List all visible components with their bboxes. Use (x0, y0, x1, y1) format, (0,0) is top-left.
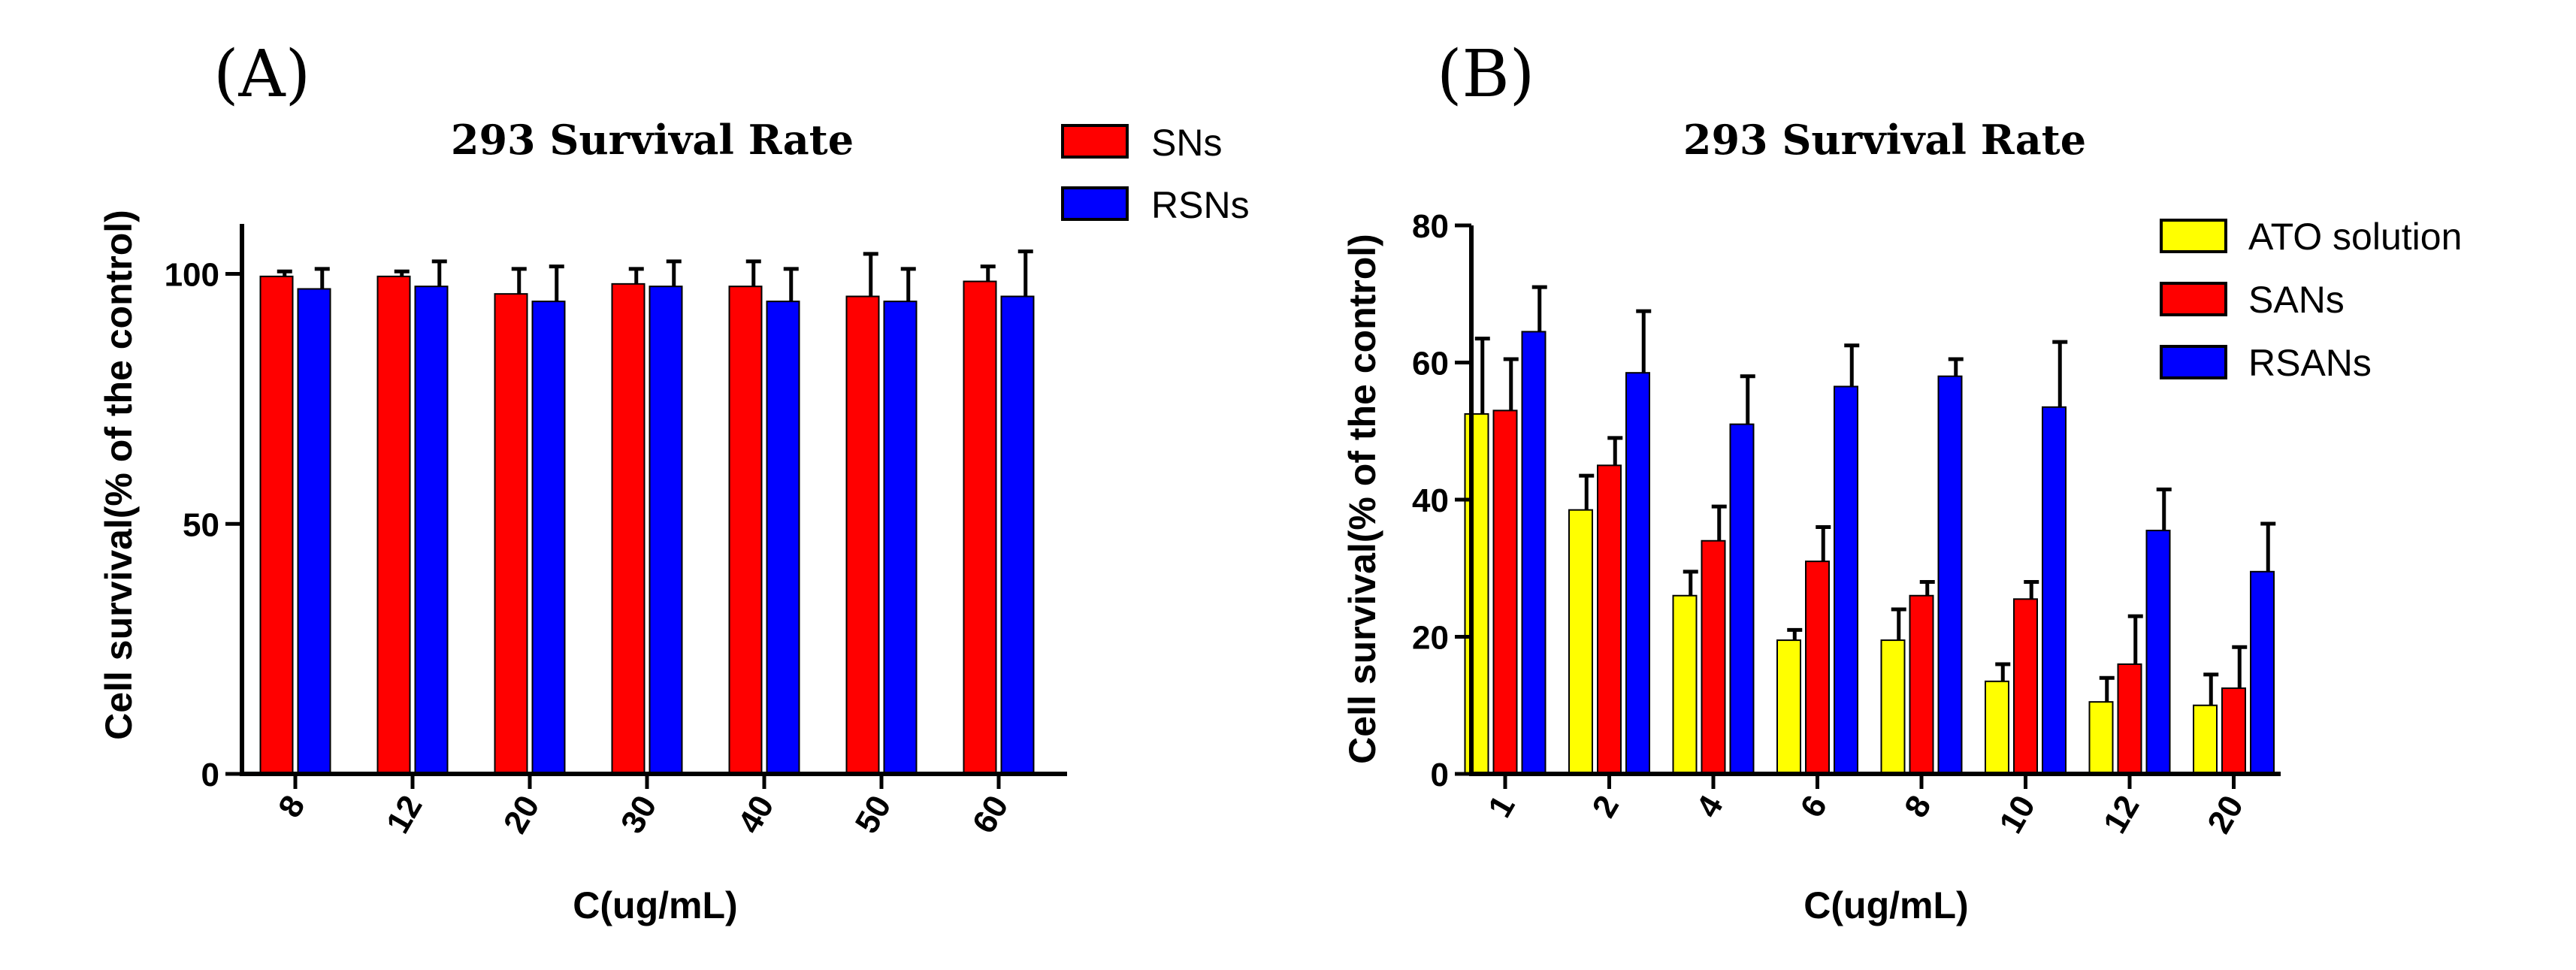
panel-a-label: (A) (213, 37, 310, 112)
bar-a-rsns-12 (414, 286, 449, 775)
bar-b-ato-solution-10 (1985, 680, 2009, 775)
legend-swatch-ato-solution (2160, 219, 2227, 253)
legend-label-rsns: RSNs (1151, 184, 1250, 226)
bar-b-ato-solution-20 (2193, 704, 2218, 775)
legend-swatch-rsns (1061, 186, 1129, 221)
x-tick-label-a-8: 8 (271, 790, 313, 824)
bar-b-sans-8 (1909, 594, 1934, 775)
bar-b-rsans-12 (2145, 530, 2171, 775)
bar-b-rsans-8 (1937, 375, 1963, 775)
bar-a-sns-12 (376, 275, 411, 775)
bar-b-ato-solution-4 (1672, 594, 1698, 775)
x-tick-label-b-12: 12 (2097, 790, 2147, 840)
panel-b-legend: ATO solution SANs RSANs (2160, 216, 2462, 384)
bar-b-rsans-20 (2250, 570, 2275, 775)
bar-a-rsns-20 (531, 301, 566, 775)
bar-b-sans-12 (2117, 663, 2142, 775)
y-tick-label-b-80: 80 (1412, 208, 1449, 245)
x-tick-label-b-6: 6 (1793, 790, 1834, 824)
y-tick-label-b-0: 0 (1431, 757, 1449, 793)
panel-a-x-axis-title: C(ug/mL) (573, 884, 737, 926)
x-tick-label-b-4: 4 (1689, 789, 1731, 823)
panel-b-title: 293 Survival Rate (1683, 116, 2086, 164)
bar-b-rsans-2 (1625, 372, 1650, 775)
panel-b-x-axis-title: C(ug/mL) (1804, 884, 1968, 926)
bar-b-sans-6 (1805, 561, 1830, 775)
bar-b-sans-20 (2221, 687, 2246, 775)
panel-b-chart: (B) 293 Survival Rate Cell survival(% of… (1341, 37, 2462, 926)
bar-a-rsns-40 (766, 301, 800, 775)
legend-swatch-sans (2160, 282, 2227, 316)
panel-a-y-axis-title: Cell survival(% of the control) (98, 210, 140, 740)
bar-a-rsns-60 (1000, 295, 1035, 775)
x-tick-label-b-2: 2 (1585, 790, 1626, 824)
bar-a-rsns-30 (649, 286, 683, 775)
panel-b-label: (B) (1437, 37, 1534, 112)
panel-b-y-axis-title: Cell survival(% of the control) (1341, 234, 1383, 764)
y-tick-label-b-40: 40 (1412, 482, 1449, 519)
x-tick-label-a-12: 12 (379, 790, 430, 840)
x-tick-label-a-60: 60 (966, 790, 1016, 840)
bar-b-ato-solution-2 (1568, 509, 1593, 775)
x-tick-label-a-20: 20 (497, 790, 547, 840)
x-tick-label-b-1: 1 (1481, 790, 1522, 824)
bar-b-rsans-1 (1521, 331, 1547, 775)
y-tick-label-b-60: 60 (1412, 346, 1449, 382)
x-tick-label-b-8: 8 (1897, 790, 1939, 824)
panel-a-legend: SNs RSNs (1061, 122, 1250, 226)
bar-a-rsns-50 (883, 301, 918, 775)
bar-b-ato-solution-1 (1464, 412, 1489, 775)
bar-a-sns-60 (963, 280, 997, 775)
bar-b-rsans-10 (2042, 406, 2067, 775)
bar-a-sns-40 (728, 286, 763, 775)
legend-swatch-rsans (2160, 345, 2227, 379)
bar-b-sans-10 (2013, 598, 2038, 775)
bar-a-sns-20 (494, 293, 528, 775)
panel-a-chart: (A) 293 Survival Rate Cell survival(% of… (98, 37, 1250, 926)
legend-label-sans: SANs (2248, 279, 2345, 321)
bar-b-ato-solution-8 (1880, 639, 1906, 775)
y-tick-label-a-100: 100 (165, 257, 219, 294)
y-tick-label-b-20: 20 (1412, 620, 1449, 657)
bar-b-ato-solution-12 (2088, 701, 2114, 775)
bar-a-sns-50 (845, 295, 880, 775)
x-tick-label-b-10: 10 (1992, 790, 2042, 840)
legend-label-ato-solution: ATO solution (2248, 216, 2462, 258)
x-tick-label-a-30: 30 (614, 790, 664, 840)
bar-b-ato-solution-6 (1776, 639, 1801, 775)
bar-a-sns-30 (611, 283, 646, 775)
bar-a-sns-8 (259, 275, 294, 775)
x-tick-label-a-50: 50 (848, 790, 899, 840)
y-tick-label-a-50: 50 (183, 506, 219, 543)
bar-b-rsans-4 (1729, 423, 1755, 775)
bar-b-sans-1 (1492, 409, 1518, 775)
bar-b-sans-2 (1597, 464, 1622, 775)
legend-swatch-sns (1061, 124, 1129, 159)
bar-a-rsns-8 (297, 288, 331, 775)
legend-label-rsans: RSANs (2248, 342, 2372, 384)
legend-label-sns: SNs (1151, 122, 1222, 164)
panel-a-title: 293 Survival Rate (451, 116, 854, 164)
y-tick-label-a-0: 0 (201, 757, 219, 793)
x-tick-label-a-40: 40 (731, 790, 782, 840)
bar-b-rsans-6 (1834, 385, 1858, 775)
x-tick-label-b-20: 20 (2200, 790, 2251, 840)
bar-b-sans-4 (1701, 539, 1726, 775)
